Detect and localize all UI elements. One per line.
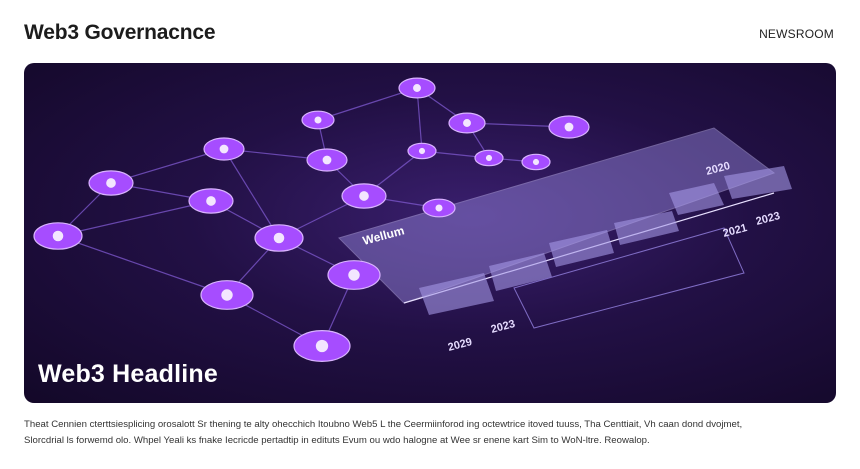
- page-title: Web3 Governacnce: [24, 21, 216, 44]
- newsroom-link[interactable]: NEWSROOM: [759, 27, 834, 41]
- node-icon: [532, 158, 540, 166]
- network-illustration: Wellum 2029 2023 2021 2023 2020: [33, 77, 792, 363]
- timeline-panel: Wellum 2029 2023 2021 2023 2020: [338, 127, 792, 354]
- node-icon: [273, 232, 285, 244]
- node-icon: [359, 191, 369, 201]
- hero-headline: Web3 Headline: [38, 360, 218, 388]
- node-icon: [106, 178, 116, 188]
- caption-line: Theat Cennien cterttsiesplicing orosalot…: [24, 419, 743, 430]
- node-icon: [463, 119, 471, 127]
- year-label: 2023: [755, 210, 782, 228]
- node-icon: [485, 154, 493, 162]
- node-icon: [348, 269, 360, 281]
- node-icon: [435, 204, 443, 212]
- node-icon: [221, 289, 233, 301]
- year-label: 2023: [490, 318, 517, 336]
- article-caption: Theat Cennien cterttsiesplicing orosalot…: [24, 417, 844, 449]
- year-label: 2021: [722, 222, 749, 240]
- network-nodes: [33, 77, 590, 363]
- node-icon: [206, 196, 216, 206]
- node-icon: [418, 147, 426, 155]
- node-icon: [314, 116, 322, 124]
- node-icon: [315, 339, 329, 353]
- node-icon: [413, 84, 421, 92]
- node-icon: [564, 122, 574, 132]
- node-icon: [322, 155, 332, 165]
- hero-image: Wellum 2029 2023 2021 2023 2020 Web3 Hea…: [24, 63, 836, 403]
- node-icon: [52, 230, 64, 242]
- caption-line: Slorcdrial ls forwemd olo. Whpel Yeali k…: [24, 435, 650, 446]
- year-label: 2029: [447, 336, 474, 354]
- node-icon: [219, 144, 229, 154]
